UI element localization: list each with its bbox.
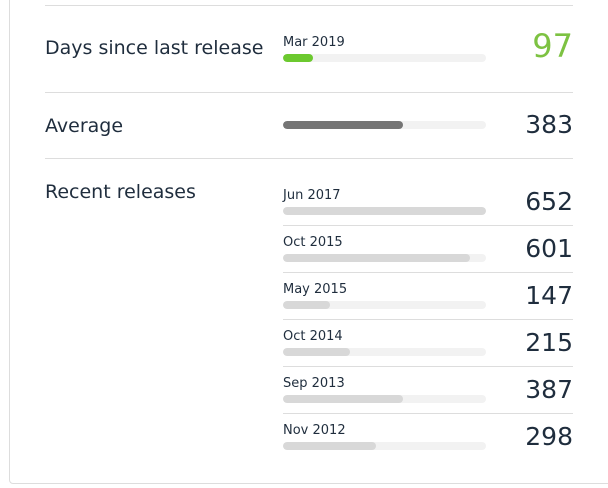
release-bar-fill xyxy=(283,254,470,262)
last-release-bar-fill xyxy=(283,54,314,62)
release-bar-fill xyxy=(283,442,377,450)
release-date: Sep 2013 xyxy=(283,376,345,391)
row-divider xyxy=(283,272,573,273)
row-divider xyxy=(283,319,573,320)
average-days-value: 383 xyxy=(525,110,573,139)
average-title: Average xyxy=(45,115,124,137)
release-date: Jun 2017 xyxy=(283,188,341,203)
row-divider xyxy=(283,366,573,367)
release-days-value: 215 xyxy=(525,328,573,357)
average-bar-track xyxy=(283,121,486,129)
release-date: Oct 2015 xyxy=(283,235,343,250)
release-bar-fill xyxy=(283,348,350,356)
last-release-date: Mar 2019 xyxy=(283,35,345,50)
release-bar-fill xyxy=(283,395,403,403)
release-days-value: 652 xyxy=(525,187,573,216)
divider-after-last-release xyxy=(45,92,573,93)
release-days-value: 298 xyxy=(525,422,573,451)
release-date: Oct 2014 xyxy=(283,329,343,344)
release-bar-fill xyxy=(283,207,486,215)
release-date: May 2015 xyxy=(283,282,348,297)
release-date: Nov 2012 xyxy=(283,423,346,438)
top-divider xyxy=(45,5,573,6)
divider-after-average xyxy=(45,158,573,159)
row-divider xyxy=(283,225,573,226)
last-release-bar-track xyxy=(283,54,486,62)
last-release-days-value: 97 xyxy=(532,27,573,65)
release-bar-track xyxy=(283,207,486,215)
release-stats-panel xyxy=(9,0,608,484)
release-days-value: 147 xyxy=(525,281,573,310)
release-bar-track xyxy=(283,348,486,356)
release-bar-track xyxy=(283,254,486,262)
release-days-value: 601 xyxy=(525,234,573,263)
release-bar-fill xyxy=(283,301,330,309)
release-bar-track xyxy=(283,442,486,450)
release-bar-track xyxy=(283,395,486,403)
recent-releases-title: Recent releases xyxy=(45,181,196,203)
release-bar-track xyxy=(283,301,486,309)
row-divider xyxy=(283,413,573,414)
days-since-last-release-title: Days since last release xyxy=(45,37,264,59)
average-bar-fill xyxy=(283,121,403,129)
release-days-value: 387 xyxy=(525,375,573,404)
